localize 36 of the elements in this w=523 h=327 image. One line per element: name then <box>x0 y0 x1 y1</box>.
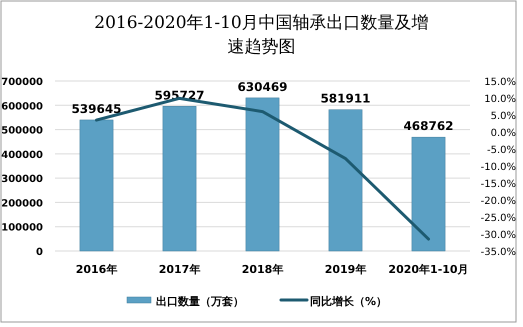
y2-tick-label: 10.0% <box>484 94 516 105</box>
data-label: 630469 <box>237 80 288 94</box>
x-tick-label: 2017年 <box>158 263 200 276</box>
y2-tick-label: -30.0% <box>480 230 516 241</box>
chart-title: 2016-2020年1-10月中国轴承出口数量及增速趋势图 <box>94 13 429 57</box>
y2-tick-label: -20.0% <box>480 196 516 207</box>
y-tick-label: 600000 <box>1 101 44 112</box>
bar <box>80 120 114 252</box>
x-tick-label: 2016年 <box>76 263 118 276</box>
bar <box>412 136 446 252</box>
y2-tick-label: -10.0% <box>480 162 516 173</box>
x-tick-label: 2020年1-10月 <box>388 263 469 276</box>
y2-tick-label: 15.0% <box>484 77 516 88</box>
y-tick-label: 300000 <box>1 174 44 186</box>
y-tick-label: 0 <box>36 247 44 258</box>
x-tick-label: 2018年 <box>242 263 284 276</box>
legend-label: 出口数量（万套） <box>156 295 244 308</box>
y2-tick-label: 5.0% <box>490 111 516 122</box>
y-tick-label: 100000 <box>1 222 44 234</box>
bar <box>246 98 280 252</box>
y2-tick-label: -25.0% <box>480 213 516 224</box>
x-tick-label: 2019年 <box>324 263 366 276</box>
bar <box>162 106 196 252</box>
bar <box>328 109 362 252</box>
y-tick-label: 700000 <box>1 77 44 88</box>
data-label: 468762 <box>403 119 454 134</box>
y2-tick-label: -15.0% <box>480 179 516 190</box>
data-label: 581911 <box>320 92 371 106</box>
y2-tick-label: -35.0% <box>480 247 516 258</box>
y-tick-label: 400000 <box>1 150 44 161</box>
y-tick-label: 200000 <box>1 198 44 210</box>
y2-tick-label: -5.0% <box>486 145 516 156</box>
y2-tick-label: 0.0% <box>490 128 516 139</box>
data-label: 539645 <box>71 102 122 116</box>
legend-label: 同比增长（%） <box>310 295 388 308</box>
y-tick-label: 500000 <box>1 126 44 137</box>
